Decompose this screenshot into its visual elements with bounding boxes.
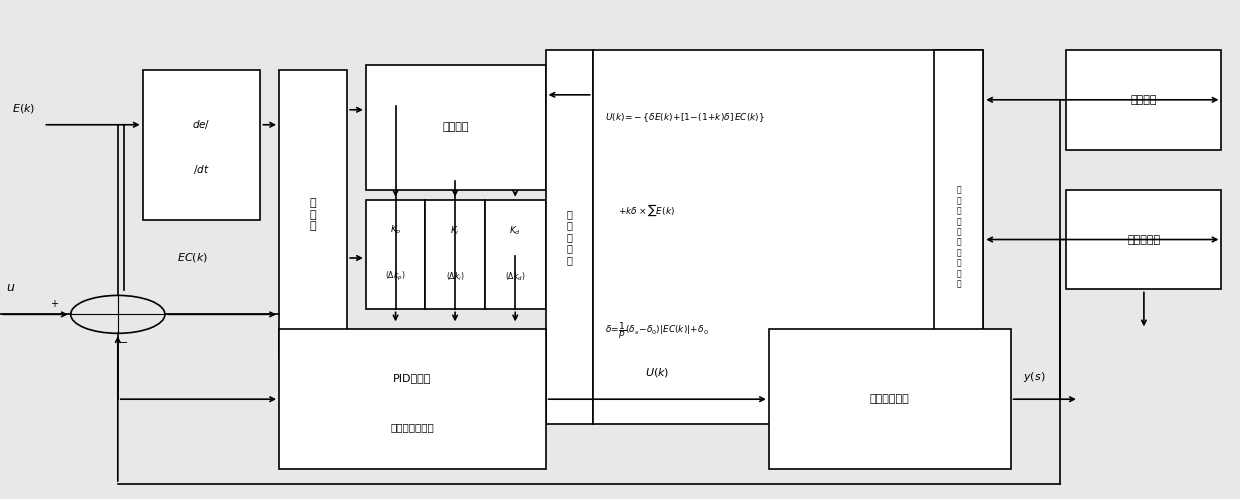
Text: $y(s)$: $y(s)$ <box>1023 370 1045 384</box>
Bar <box>366 200 425 309</box>
Text: +: + <box>51 299 58 309</box>
Text: 模
糊
化: 模 糊 化 <box>310 198 316 231</box>
Bar <box>366 65 546 190</box>
Text: 模
糊
控
制
器: 模 糊 控 制 器 <box>567 209 572 265</box>
Text: $(\Delta k_d)$: $(\Delta k_d)$ <box>505 270 526 283</box>
Bar <box>425 200 485 309</box>
Bar <box>546 50 593 424</box>
Text: 模糊推理: 模糊推理 <box>443 122 469 132</box>
Bar <box>593 50 983 424</box>
Text: $EC(k)$: $EC(k)$ <box>176 251 208 264</box>
Text: $+k\delta\times\sum E(k)$: $+k\delta\times\sum E(k)$ <box>618 203 675 219</box>
Text: $E(k)$: $E(k)$ <box>12 102 36 115</box>
Text: −: − <box>119 338 129 348</box>
Text: $K_d$: $K_d$ <box>510 224 521 237</box>
Text: 去模糊化: 去模糊化 <box>1131 95 1157 105</box>
Bar <box>934 50 983 424</box>
Text: $K_p$: $K_p$ <box>389 224 402 237</box>
Bar <box>1066 50 1221 150</box>
Text: $(\Delta k_i)$: $(\Delta k_i)$ <box>445 270 465 283</box>
Text: 模
糊
控
制
规
则
（
算
法
）: 模 糊 控 制 规 则 （ 算 法 ） <box>956 186 961 288</box>
Text: $(\Delta k_p)$: $(\Delta k_p)$ <box>386 270 405 283</box>
Bar <box>279 329 546 469</box>
Text: $u$: $u$ <box>6 281 16 294</box>
Bar <box>1066 190 1221 289</box>
Text: $de/$: $de/$ <box>192 118 211 131</box>
Text: 电液伺服系统: 电液伺服系统 <box>869 394 910 404</box>
Bar <box>769 329 1011 469</box>
Bar <box>279 70 347 359</box>
Text: 修改权因子: 修改权因子 <box>1127 235 1161 245</box>
Bar <box>485 200 546 309</box>
Text: $/dt$: $/dt$ <box>193 163 210 176</box>
Text: （在线自调整）: （在线自调整） <box>391 422 434 432</box>
Text: PID调节器: PID调节器 <box>393 373 432 383</box>
Text: $U(k)$: $U(k)$ <box>645 366 670 379</box>
Text: $\delta\!=\!\dfrac{1}{p}(\delta_s\!-\!\delta_0)|EC(k)|\!+\!\delta_0$: $\delta\!=\!\dfrac{1}{p}(\delta_s\!-\!\d… <box>605 320 709 341</box>
Text: $U(k)\!=\!-\{\delta E(k)\!+\![1\!-\!(1\!+\!k)\delta]\,EC(k)\}$: $U(k)\!=\!-\{\delta E(k)\!+\![1\!-\!(1\!… <box>605 111 765 124</box>
Text: $K_i$: $K_i$ <box>450 224 460 237</box>
Bar <box>143 70 260 220</box>
